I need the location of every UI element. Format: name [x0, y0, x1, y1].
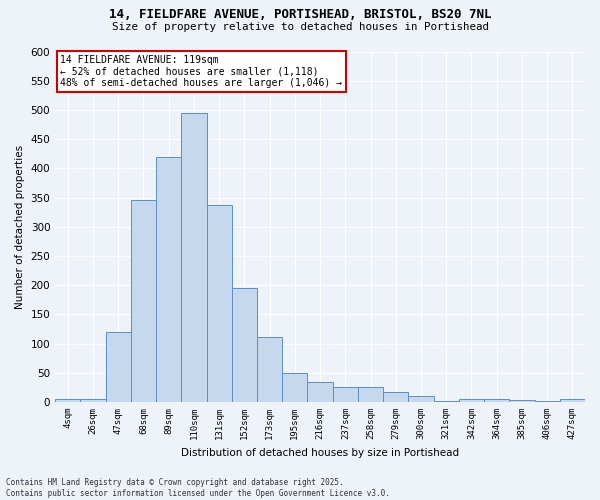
Bar [560, 399, 585, 402]
Text: 14, FIELDFARE AVENUE, PORTISHEAD, BRISTOL, BS20 7NL: 14, FIELDFARE AVENUE, PORTISHEAD, BRISTO… [109, 8, 491, 20]
Text: Size of property relative to detached houses in Portishead: Size of property relative to detached ho… [112, 22, 488, 32]
Bar [282, 373, 307, 402]
Y-axis label: Number of detached properties: Number of detached properties [15, 144, 25, 309]
Bar [383, 392, 409, 402]
Bar [358, 387, 383, 402]
Bar [332, 387, 358, 402]
Bar [232, 288, 257, 402]
Bar [434, 401, 459, 402]
Bar [156, 156, 181, 402]
Text: Contains HM Land Registry data © Crown copyright and database right 2025.
Contai: Contains HM Land Registry data © Crown c… [6, 478, 390, 498]
Text: 14 FIELDFARE AVENUE: 119sqm
← 52% of detached houses are smaller (1,118)
48% of : 14 FIELDFARE AVENUE: 119sqm ← 52% of det… [61, 55, 343, 88]
Bar [55, 399, 80, 402]
Bar [257, 336, 282, 402]
Bar [409, 396, 434, 402]
Bar [181, 113, 206, 402]
X-axis label: Distribution of detached houses by size in Portishead: Distribution of detached houses by size … [181, 448, 459, 458]
Bar [106, 332, 131, 402]
Bar [484, 399, 509, 402]
Bar [80, 399, 106, 402]
Bar [509, 400, 535, 402]
Bar [206, 204, 232, 402]
Bar [535, 401, 560, 402]
Bar [459, 399, 484, 402]
Bar [307, 382, 332, 402]
Bar [131, 200, 156, 402]
